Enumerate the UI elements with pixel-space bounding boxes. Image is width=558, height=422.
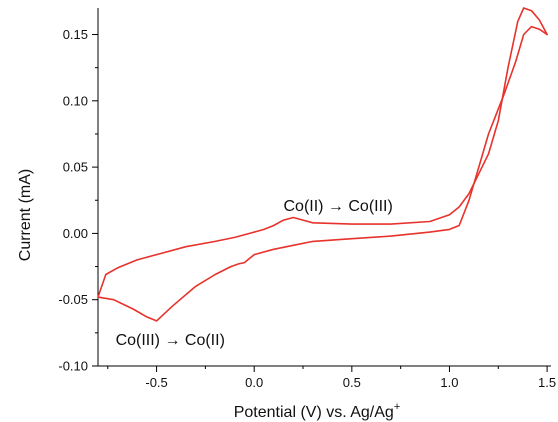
- annotation-layer: Co(II) → Co(III) Co(III) → Co(II) L ⟶L+: [116, 0, 558, 349]
- x-tick-label: 0.5: [343, 375, 361, 390]
- y-tick-label: 0.00: [63, 226, 88, 241]
- plot-area: -0.5 0.0 0.5 1.0 1.5 -0.10 -0.05 0.00 0.05 0.10 0…: [58, 0, 558, 390]
- y-axis-title: Current (mA): [17, 169, 34, 261]
- x-axis-title-superscript: +: [394, 401, 400, 413]
- annotation-text: Co(II) → Co(III): [283, 198, 392, 215]
- y-tick-label: -0.05: [58, 292, 88, 307]
- cv-trace-segment-2: [253, 7, 548, 233]
- series-layer: [97, 7, 548, 322]
- y-tick-label: -0.10: [58, 359, 88, 374]
- x-axis-title: Potential (V) vs. Ag/Ag+: [234, 401, 401, 421]
- y-tick-label: 0.10: [63, 93, 88, 108]
- x-axis-title-text: Potential (V) vs. Ag/Ag: [234, 404, 394, 421]
- x-tick-label: 1.0: [440, 375, 458, 390]
- x-ticks: -0.5 0.0 0.5 1.0 1.5: [107, 366, 556, 390]
- annotation-2: L ⟶L+: [493, 0, 558, 4]
- y-tick-label: 0.05: [63, 160, 88, 175]
- annotation-0: Co(II) → Co(III): [283, 198, 392, 215]
- annotation-text: L ⟶L: [493, 0, 551, 4]
- y-tick-label: 0.15: [63, 27, 88, 42]
- x-tick-label: -0.5: [145, 375, 167, 390]
- x-tick-label: 1.5: [538, 375, 556, 390]
- annotation-1: Co(III) → Co(II): [116, 332, 225, 349]
- annotation-text: Co(III) → Co(II): [116, 332, 225, 349]
- cv-trace-segment-1: [97, 25, 548, 322]
- x-tick-label: 0.0: [245, 375, 263, 390]
- y-ticks: -0.10 -0.05 0.00 0.05 0.10 0.15: [58, 27, 98, 374]
